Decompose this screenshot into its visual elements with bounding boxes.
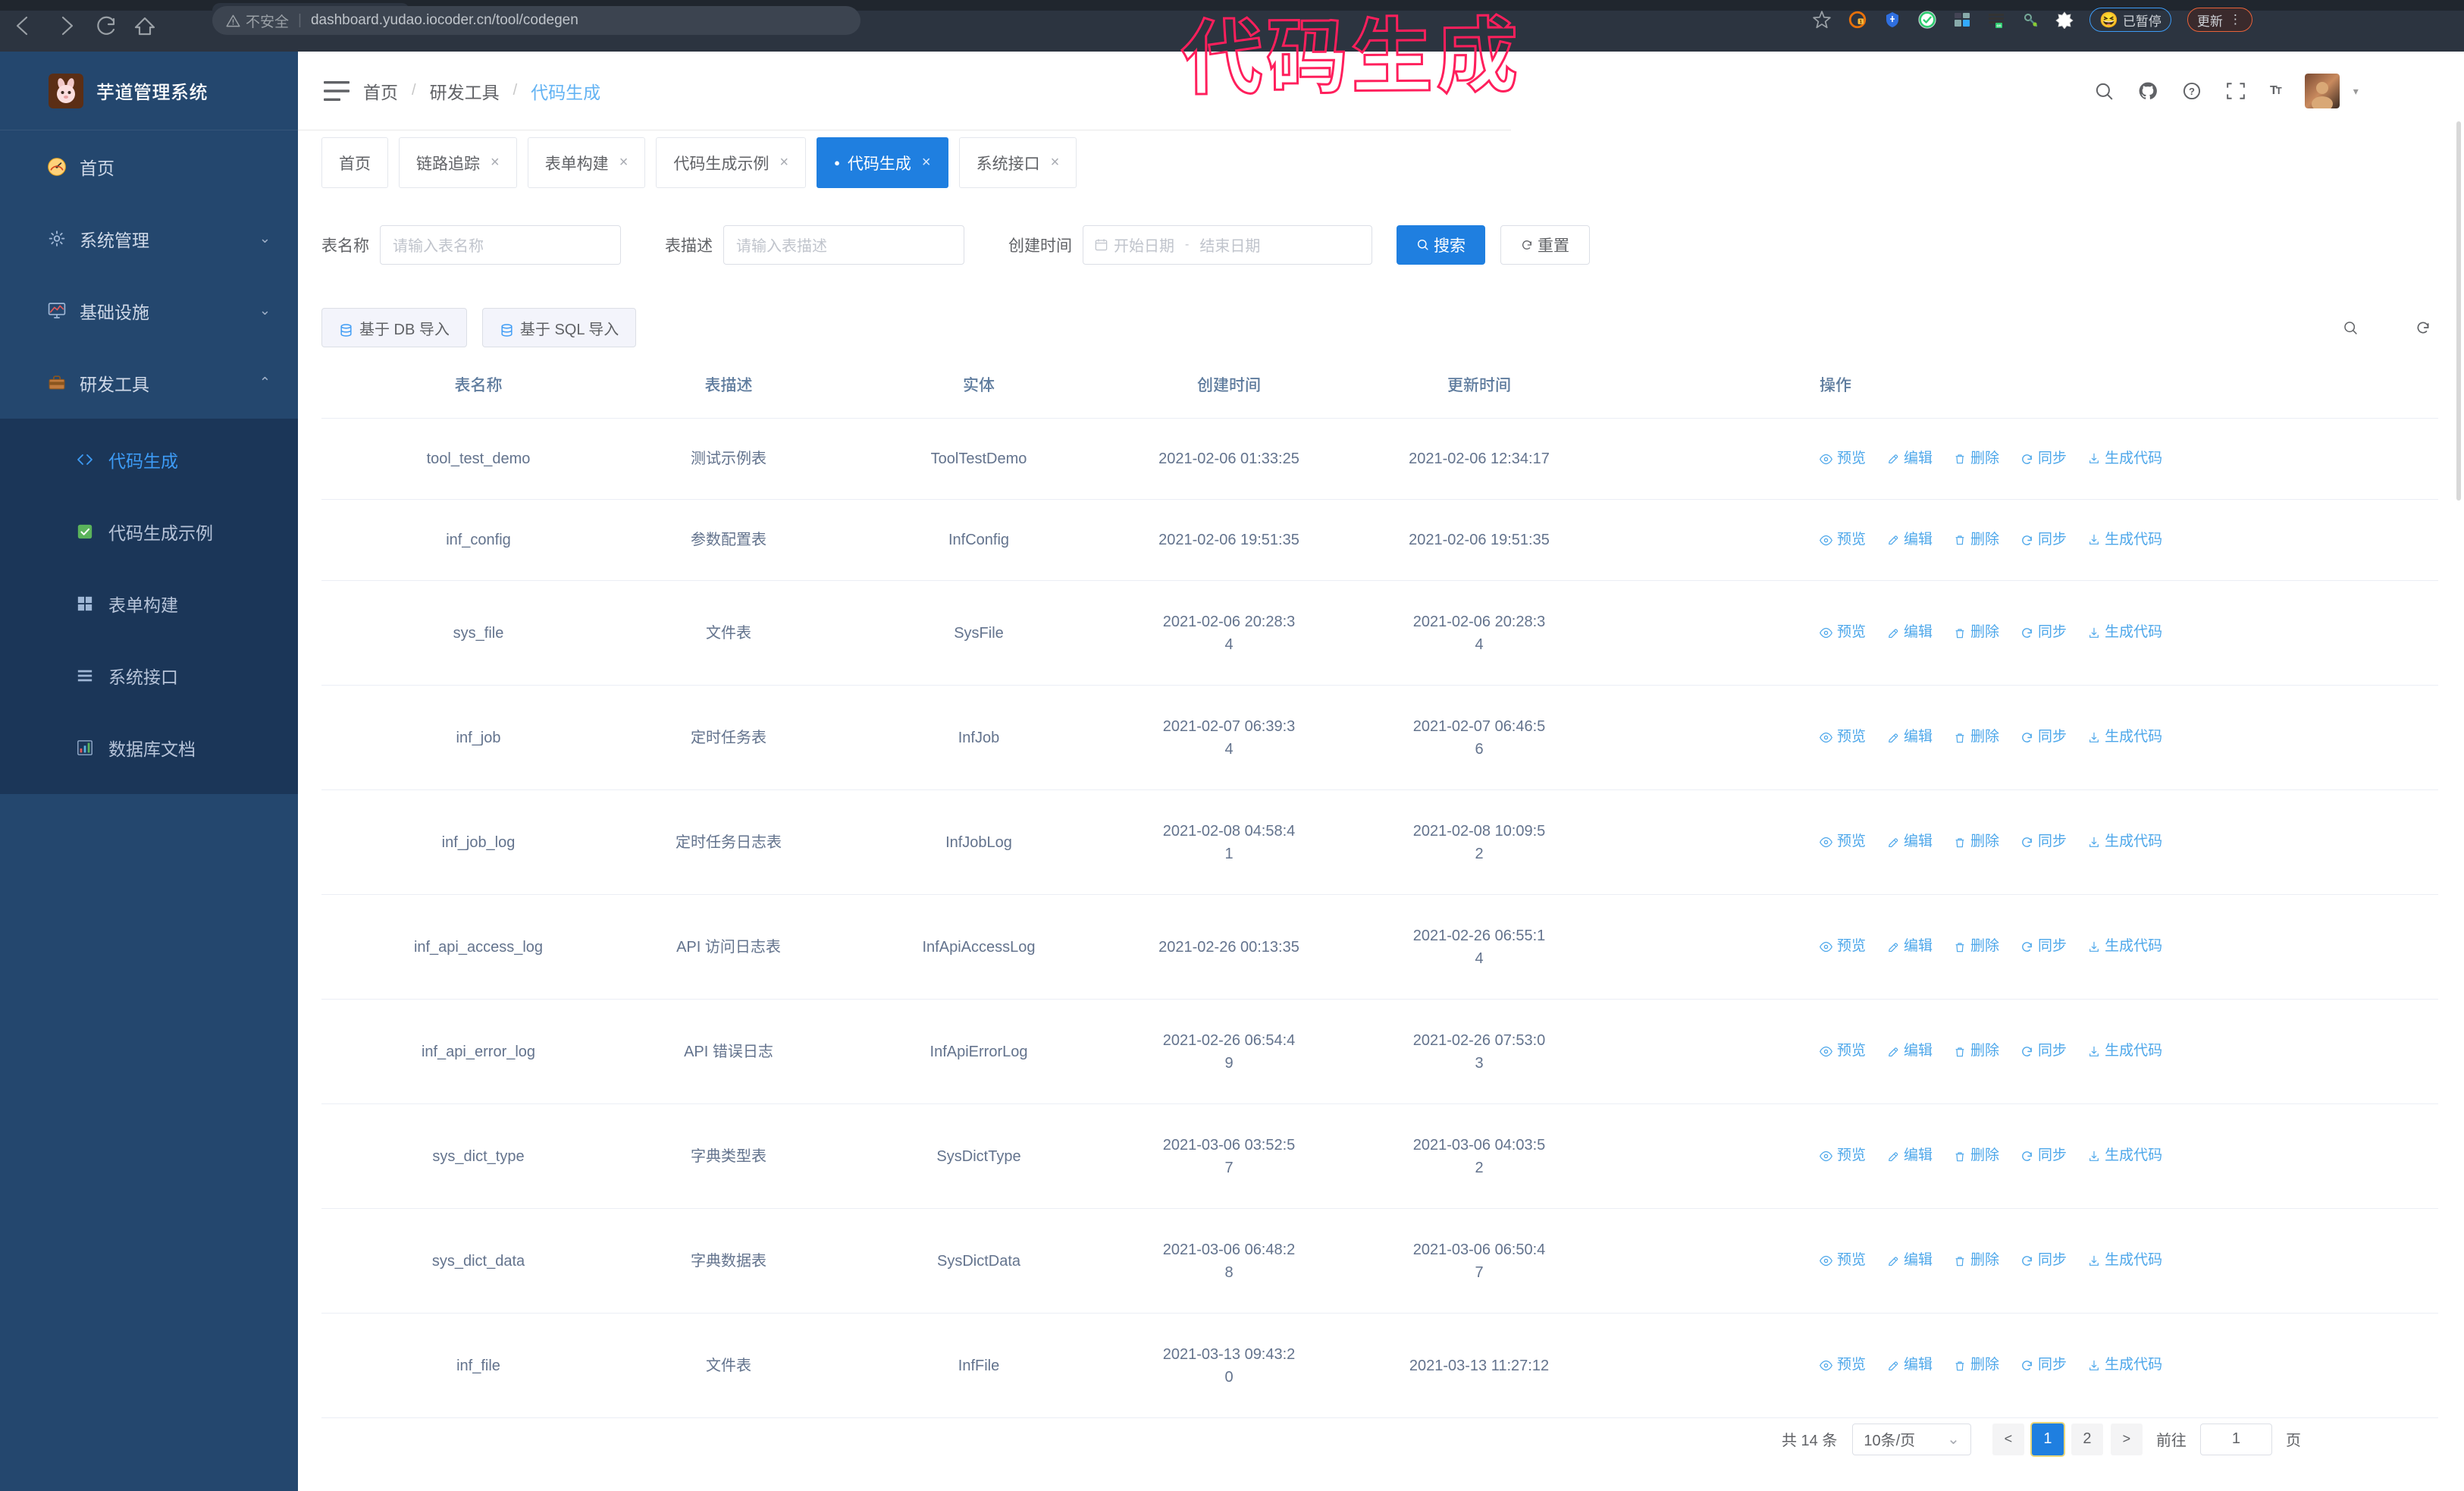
svg-text:1: 1 [1860,20,1863,25]
svg-text:on: on [1996,24,2001,28]
svg-text:?: ? [2189,86,2195,97]
